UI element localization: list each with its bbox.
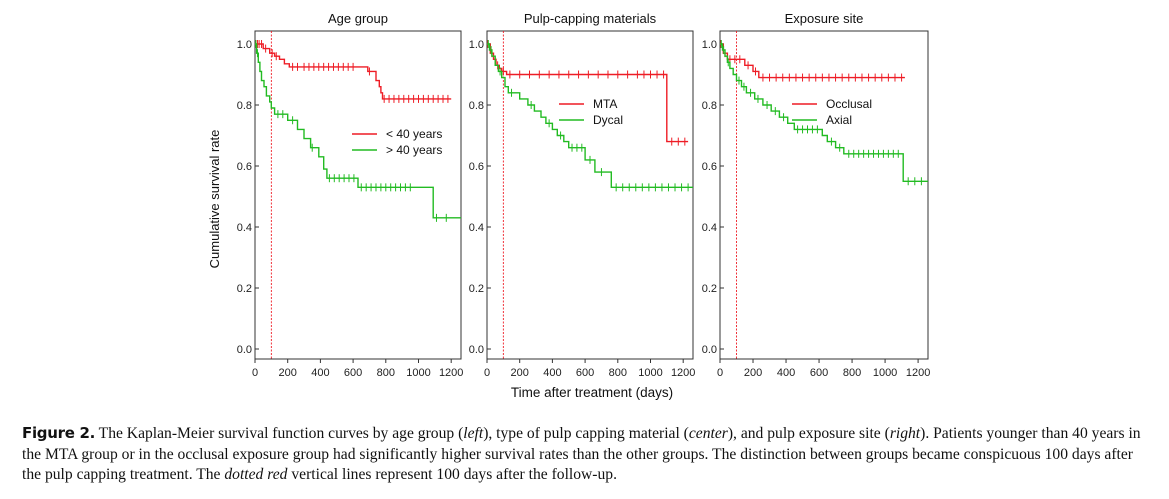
y-tick-label: 1.0 xyxy=(469,39,484,51)
y-tick-label: 0.6 xyxy=(702,161,717,173)
y-tick-label: 0.0 xyxy=(702,344,717,356)
caption-text-3: ), and pulp exposure site ( xyxy=(727,425,890,442)
plot-frame xyxy=(719,30,929,360)
y-tick-label: 1.0 xyxy=(237,39,252,51)
x-tick-label: 600 xyxy=(810,367,828,379)
x-tick-label: 400 xyxy=(543,367,561,379)
y-tick-label: 0.8 xyxy=(469,100,484,112)
y-tick-label: 0.8 xyxy=(237,100,252,112)
x-tick-label: 1200 xyxy=(906,367,930,379)
legend-label: < 40 years xyxy=(386,127,442,141)
y-tick-label: 0.6 xyxy=(237,161,252,173)
caption-text-1: The Kaplan-Meier survival function curve… xyxy=(95,425,464,442)
survival-curve-green xyxy=(255,43,461,219)
survival-curve-green xyxy=(487,43,693,188)
x-tick-label: 1200 xyxy=(671,367,695,379)
kaplan-meier-figure: Cumulative survival rate Time after trea… xyxy=(207,11,931,400)
legend-label: Axial xyxy=(826,113,852,127)
x-tick-label: 200 xyxy=(279,367,297,379)
y-tick-label: 0.2 xyxy=(469,283,484,295)
caption-italic-right: right xyxy=(889,425,921,442)
x-tick-label: 800 xyxy=(609,367,627,379)
x-tick-label: 0 xyxy=(484,367,490,379)
survival-curve-red xyxy=(255,43,452,100)
caption-text-4: ). Patients younger than 40 years in the… xyxy=(22,425,1141,483)
y-tick-label: 1.0 xyxy=(702,39,717,51)
caption-italic-dotted-red: dotted red xyxy=(224,466,288,483)
caption-text-2: ), type of pulp capping material ( xyxy=(483,425,689,442)
x-tick-label: 1000 xyxy=(873,367,897,379)
km-panel-3: Exposure site 0.0 0.2 0.4 0.6 0.8 1.0 0 200 400 60… xyxy=(702,11,931,379)
x-tick-label: 0 xyxy=(252,367,258,379)
panel-title: Pulp-capping materials xyxy=(524,11,657,26)
caption-text-5: vertical lines represent 100 days after … xyxy=(287,466,617,483)
x-tick-label: 400 xyxy=(311,367,329,379)
x-axis-label: Time after treatment (days) xyxy=(511,385,673,400)
x-tick-label: 200 xyxy=(744,367,762,379)
caption-italic-left: left xyxy=(463,425,484,442)
figure-caption: Figure 2. The Kaplan-Meier survival func… xyxy=(22,423,1147,486)
legend-label: MTA xyxy=(593,97,617,111)
x-tick-label: 1200 xyxy=(439,367,463,379)
panel-title: Exposure site xyxy=(785,11,864,26)
y-tick-label: 0.0 xyxy=(469,344,484,356)
y-tick-label: 0.0 xyxy=(237,344,252,356)
y-tick-label: 0.6 xyxy=(469,161,484,173)
x-tick-label: 600 xyxy=(344,367,362,379)
plot-frame xyxy=(254,30,462,360)
figure-label: Figure 2. xyxy=(22,424,96,442)
y-tick-label: 0.4 xyxy=(237,222,252,234)
caption-italic-center: center xyxy=(688,425,728,442)
x-tick-label: 1000 xyxy=(638,367,662,379)
survival-curve-green xyxy=(720,43,928,182)
y-tick-label: 0.2 xyxy=(237,283,252,295)
legend-label: Dycal xyxy=(593,113,623,127)
plot-frame xyxy=(486,30,694,360)
x-tick-label: 0 xyxy=(717,367,723,379)
legend-label: Occlusal xyxy=(826,97,872,111)
y-tick-label: 0.4 xyxy=(469,222,484,234)
x-tick-label: 1000 xyxy=(406,367,430,379)
x-tick-label: 200 xyxy=(511,367,529,379)
legend-label: > 40 years xyxy=(386,143,442,157)
survival-curve-red xyxy=(720,43,905,79)
x-tick-label: 800 xyxy=(377,367,395,379)
y-tick-label: 0.4 xyxy=(702,222,717,234)
x-tick-label: 800 xyxy=(843,367,861,379)
x-tick-label: 600 xyxy=(576,367,594,379)
y-tick-label: 0.8 xyxy=(702,100,717,112)
panel-title: Age group xyxy=(328,11,388,26)
x-tick-label: 400 xyxy=(777,367,795,379)
y-tick-label: 0.2 xyxy=(702,283,717,295)
y-axis-label: Cumulative survival rate xyxy=(207,130,222,269)
km-panel-1: Age group 0.0 0.2 0.4 0.6 0.8 1.0 0 200 400 600 800… xyxy=(237,11,464,379)
km-panel-2: Pulp-capping materials 0.0 0.2 0.4 0.6 0.8 1.0… xyxy=(469,11,696,379)
